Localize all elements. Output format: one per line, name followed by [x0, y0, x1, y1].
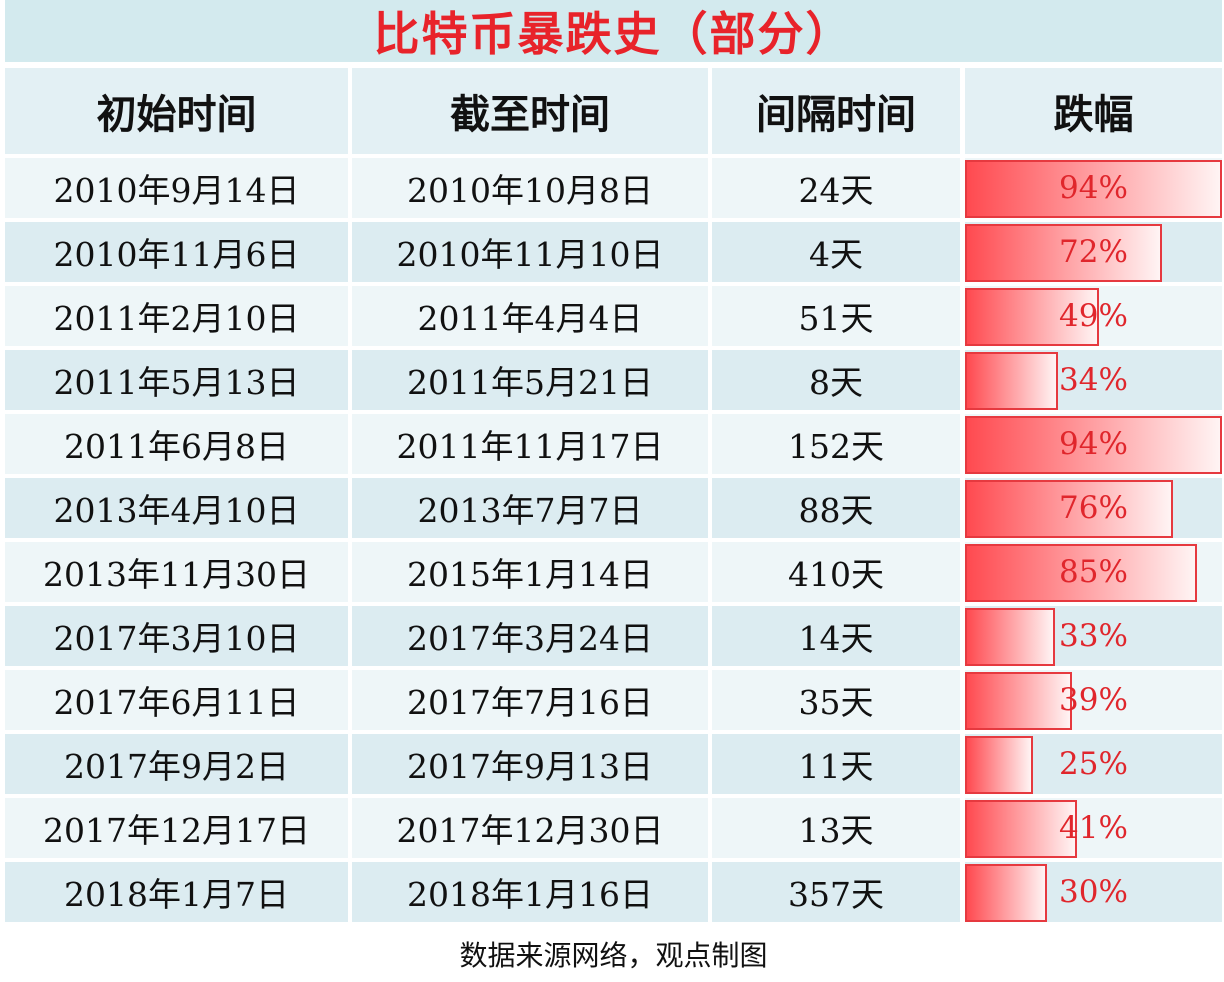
data-bar: [965, 544, 1198, 602]
drop-label: 49%: [1059, 298, 1128, 334]
drop-label: 30%: [1059, 874, 1128, 910]
table-cell: 2013年7月7日: [352, 478, 708, 538]
data-bar: [965, 160, 1222, 218]
data-bar: [965, 352, 1058, 410]
data-bar: [965, 608, 1056, 666]
table-cell: 2013年11月30日: [5, 542, 348, 602]
table-cell: 2017年7月16日: [352, 670, 708, 730]
table-cell: 4天: [712, 222, 960, 282]
header-cell: 跌幅: [965, 68, 1222, 154]
drop-label: 94%: [1059, 170, 1128, 206]
data-bar: [965, 864, 1048, 922]
drop-label: 76%: [1059, 490, 1128, 526]
footer: 数据来源网络，观点制图: [459, 939, 768, 972]
table-cell: 51天: [712, 286, 960, 346]
data-bar: [965, 416, 1222, 474]
drop-label: 33%: [1059, 618, 1128, 654]
data-bar: [965, 800, 1078, 858]
table-cell: 2011年2月10日: [5, 286, 348, 346]
table-cell: 2011年11月17日: [352, 414, 708, 474]
table-cell: 2017年12月17日: [5, 798, 348, 858]
table-cell: 2011年4月4日: [352, 286, 708, 346]
drop-label: 34%: [1059, 362, 1128, 398]
drop-label: 94%: [1059, 426, 1128, 462]
data-bar: [965, 288, 1099, 346]
table-cell: 2011年5月21日: [352, 350, 708, 410]
drop-label: 25%: [1059, 746, 1128, 782]
table-cell: 2013年4月10日: [5, 478, 348, 538]
table-cell: 152天: [712, 414, 960, 474]
table-cell: 2017年9月2日: [5, 734, 348, 794]
title: 比特币暴跌史（部分）: [5, 0, 1222, 62]
table-cell: 13天: [712, 798, 960, 858]
header-cell: 截至时间: [352, 68, 708, 154]
table-cell: 2017年6月11日: [5, 670, 348, 730]
table-cell: 2017年3月24日: [352, 606, 708, 666]
table-cell: 11天: [712, 734, 960, 794]
data-bar: [965, 736, 1034, 794]
header-cell: 初始时间: [5, 68, 348, 154]
data-bar: [965, 224, 1162, 282]
table-cell: 2018年1月16日: [352, 862, 708, 922]
drop-label: 85%: [1059, 554, 1128, 590]
table-cell: 2010年10月8日: [352, 158, 708, 218]
table-cell: 2017年3月10日: [5, 606, 348, 666]
table-cell: 2018年1月7日: [5, 862, 348, 922]
data-bar: [965, 672, 1072, 730]
table-cell: 410天: [712, 542, 960, 602]
drop-label: 41%: [1059, 810, 1128, 846]
table-cell: 2011年5月13日: [5, 350, 348, 410]
table-cell: 24天: [712, 158, 960, 218]
table-cell: 2010年9月14日: [5, 158, 348, 218]
table-cell: 88天: [712, 478, 960, 538]
table-cell: 357天: [712, 862, 960, 922]
header-cell: 间隔时间: [712, 68, 960, 154]
table-cell: 2010年11月10日: [352, 222, 708, 282]
table-cell: 8天: [712, 350, 960, 410]
table-cell: 2017年9月13日: [352, 734, 708, 794]
table-cell: 2011年6月8日: [5, 414, 348, 474]
data-bar: [965, 480, 1173, 538]
table-cell: 2010年11月6日: [5, 222, 348, 282]
drop-label: 39%: [1059, 682, 1128, 718]
drop-label: 72%: [1059, 234, 1128, 270]
table-cell: 14天: [712, 606, 960, 666]
table-cell: 2017年12月30日: [352, 798, 708, 858]
table-cell: 35天: [712, 670, 960, 730]
table-cell: 2015年1月14日: [352, 542, 708, 602]
